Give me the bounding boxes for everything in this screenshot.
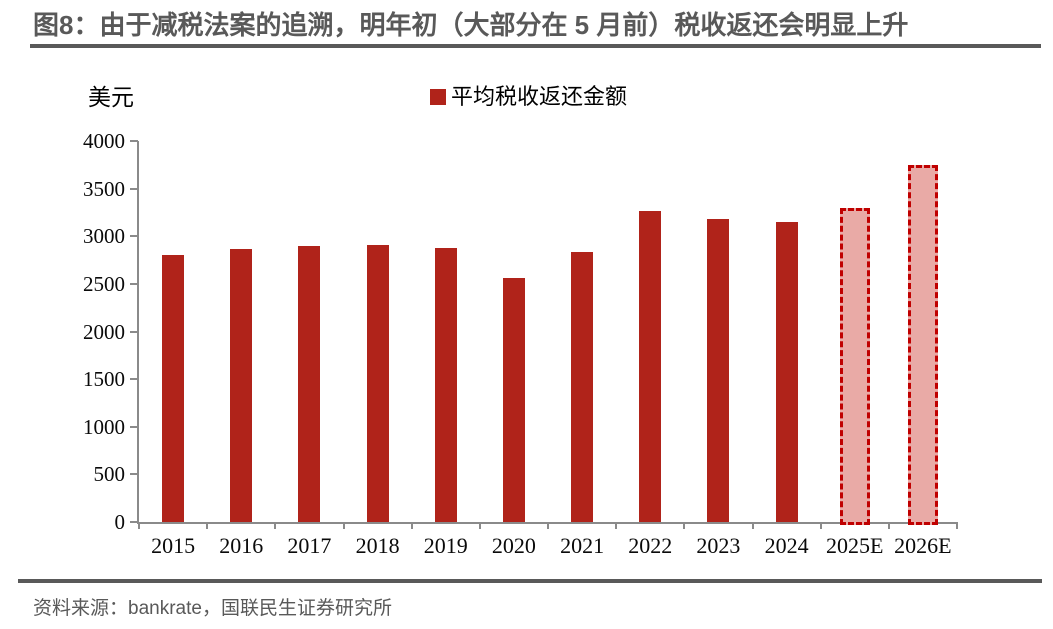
legend-marker-icon — [430, 89, 446, 105]
bar-2024 — [775, 221, 798, 522]
x-tick-label: 2016 — [219, 533, 264, 558]
x-tick-mark — [819, 522, 822, 529]
x-tick-mark — [956, 522, 958, 529]
y-tick-label: 1000 — [83, 414, 125, 439]
y-tick-label: 2500 — [83, 271, 125, 296]
y-tick-label: 2000 — [83, 319, 125, 344]
x-tick-label: 2024 — [764, 533, 809, 558]
bar-2018 — [366, 244, 389, 522]
y-tick-label: 3500 — [83, 176, 125, 201]
y-tick-mark — [130, 235, 138, 238]
y-tick-mark — [130, 521, 138, 523]
y-tick-label: 0 — [114, 510, 126, 534]
y-tick-mark — [130, 378, 138, 381]
x-tick-label: 2017 — [287, 533, 332, 558]
x-tick-mark — [410, 522, 413, 529]
source-note: 资料来源：bankrate，国联民生证券研究所 — [33, 598, 392, 619]
bar-2023 — [707, 219, 730, 522]
bar-2015 — [162, 255, 185, 522]
x-tick-label: 2026E — [894, 533, 952, 558]
x-tick-label: 2019 — [423, 533, 468, 558]
bar-2026E — [907, 164, 938, 525]
y-tick-label: 3000 — [83, 224, 125, 249]
bar-2025E — [839, 207, 870, 525]
bar-2017 — [298, 245, 321, 522]
bar-2021 — [571, 252, 594, 522]
y-tick-mark — [130, 140, 138, 142]
x-tick-label: 2021 — [560, 533, 605, 558]
x-tick-mark — [683, 522, 686, 529]
y-tick-mark — [130, 425, 138, 428]
y-tick-label: 1500 — [83, 367, 125, 392]
legend-label: 平均税收返还金额 — [451, 84, 628, 109]
x-tick-mark — [274, 522, 277, 529]
y-axis-unit-label: 美元 — [88, 84, 134, 110]
x-tick-label: 2018 — [355, 533, 400, 558]
y-tick-mark — [130, 473, 138, 476]
bar-2022 — [639, 210, 662, 522]
x-tick-label: 2025E — [826, 533, 884, 558]
figure-title: 图8：由于减税法案的追溯，明年初（大部分在 5 月前）税收返还会明显上升 — [33, 10, 909, 40]
chart-legend: 平均税收返还金额 — [430, 84, 627, 110]
x-tick-mark — [478, 522, 481, 529]
x-tick-mark — [342, 522, 345, 529]
x-tick-mark — [138, 522, 140, 529]
x-tick-mark — [615, 522, 618, 529]
y-tick-mark — [130, 330, 138, 333]
title-underline — [30, 44, 1041, 48]
bar-2019 — [434, 247, 457, 522]
x-tick-label: 2023 — [696, 533, 741, 558]
x-tick-label: 2022 — [628, 533, 673, 558]
x-tick-mark — [547, 522, 549, 529]
y-tick-label: 4000 — [83, 129, 125, 153]
x-tick-mark — [887, 522, 890, 529]
footer-rule — [18, 579, 1042, 583]
plot-area: 0 500 1000 1500 2000 2500 3000 3500 4000 2015 2016… — [83, 129, 958, 558]
bar-2016 — [230, 248, 253, 522]
x-tick-label: 2020 — [491, 533, 536, 558]
y-tick-mark — [130, 187, 138, 190]
x-tick-label: 2015 — [151, 533, 196, 558]
x-tick-mark — [206, 522, 209, 529]
y-tick-label: 500 — [93, 462, 126, 487]
x-tick-mark — [751, 522, 754, 529]
bar-2020 — [502, 278, 525, 522]
y-tick-mark — [130, 282, 138, 285]
